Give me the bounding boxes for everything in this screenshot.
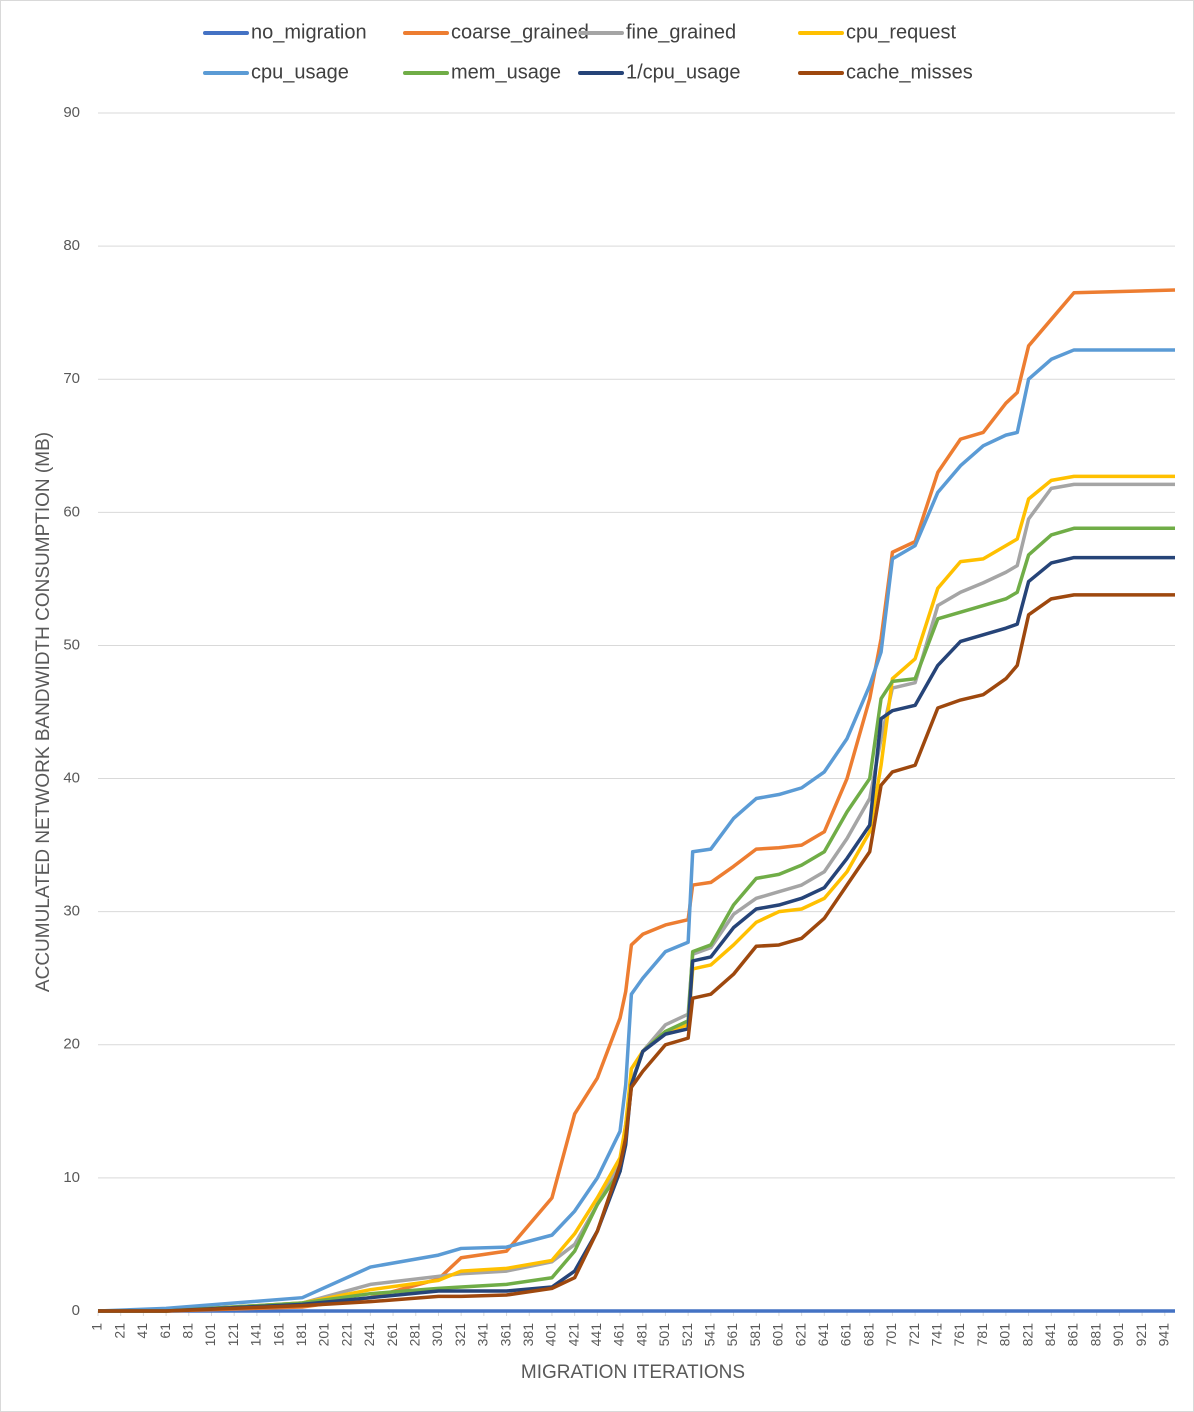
series-line xyxy=(98,593,1175,1313)
legend-label: no_migration xyxy=(251,21,367,43)
x-tick-label: 361 xyxy=(497,1323,513,1347)
x-tick-label: 321 xyxy=(452,1323,468,1347)
x-tick-label: 581 xyxy=(747,1323,763,1347)
x-tick-label: 761 xyxy=(951,1323,967,1347)
legend-label: cpu_request xyxy=(846,21,957,43)
legend-label: mem_usage xyxy=(451,61,561,83)
x-tick-label: 381 xyxy=(520,1323,536,1347)
legend-label: cpu_usage xyxy=(251,61,349,83)
series-line xyxy=(97,348,1175,1313)
series-line xyxy=(98,474,1175,1313)
series-line xyxy=(98,288,1176,1313)
legend-label: 1/cpu_usage xyxy=(626,61,741,83)
series-line xyxy=(98,482,1175,1313)
x-tick-label: 81 xyxy=(179,1323,195,1339)
x-tick-label: 41 xyxy=(134,1323,150,1339)
x-tick-label: 601 xyxy=(770,1323,786,1347)
y-tick-label: 90 xyxy=(63,104,80,121)
x-tick-label: 121 xyxy=(225,1323,241,1347)
x-tick-label: 821 xyxy=(1019,1323,1035,1347)
x-tick-label: 221 xyxy=(338,1323,354,1347)
x-tick-label: 61 xyxy=(157,1323,173,1339)
x-tick-label: 901 xyxy=(1110,1323,1126,1347)
x-tick-label: 101 xyxy=(202,1323,218,1347)
x-tick-label: 561 xyxy=(724,1323,740,1347)
legend-label: cache_misses xyxy=(846,61,973,83)
legend-label: coarse_grained xyxy=(451,21,589,43)
x-tick-label: 841 xyxy=(1042,1323,1058,1347)
x-tick-label: 741 xyxy=(929,1323,945,1347)
x-tick-label: 541 xyxy=(702,1323,718,1347)
y-tick-label: 0 xyxy=(72,1302,80,1319)
x-tick-label: 461 xyxy=(611,1323,627,1347)
x-tick-label: 181 xyxy=(293,1323,309,1347)
x-tick-label: 501 xyxy=(656,1323,672,1347)
y-tick-label: 30 xyxy=(63,903,80,920)
x-tick-label: 261 xyxy=(384,1323,400,1347)
x-tick-label: 141 xyxy=(248,1323,264,1347)
y-axis-title: ACCUMULATED NETWORK BANDWIDTH CONSUMPTIO… xyxy=(33,432,54,992)
x-tick-label: 441 xyxy=(588,1323,604,1347)
x-tick-label: 281 xyxy=(406,1323,422,1347)
x-tick-label: 521 xyxy=(679,1323,695,1347)
x-tick-label: 801 xyxy=(997,1323,1013,1347)
x-tick-label: 421 xyxy=(565,1323,581,1347)
x-tick-label: 481 xyxy=(633,1323,649,1347)
x-tick-label: 241 xyxy=(361,1323,377,1347)
y-tick-label: 10 xyxy=(63,1169,80,1186)
x-tick-label: 641 xyxy=(815,1323,831,1347)
x-tick-label: 681 xyxy=(860,1323,876,1347)
x-tick-label: 661 xyxy=(838,1323,854,1347)
y-tick-label: 70 xyxy=(63,370,80,387)
x-tick-label: 621 xyxy=(792,1323,808,1347)
x-tick-label: 301 xyxy=(429,1323,445,1347)
y-tick-label: 60 xyxy=(63,503,80,520)
x-tick-label: 161 xyxy=(270,1323,286,1347)
x-tick-label: 881 xyxy=(1087,1323,1103,1347)
x-tick-label: 721 xyxy=(906,1323,922,1347)
series-line xyxy=(98,526,1175,1313)
x-tick-label: 941 xyxy=(1155,1323,1171,1347)
x-tick-label: 401 xyxy=(543,1323,559,1347)
legend-label: fine_grained xyxy=(626,21,736,43)
x-tick-label: 701 xyxy=(883,1323,899,1347)
x-axis-title: MIGRATION ITERATIONS xyxy=(521,1362,745,1383)
x-tick-label: 341 xyxy=(475,1323,491,1347)
x-tick-label: 921 xyxy=(1133,1323,1149,1347)
x-tick-label: 21 xyxy=(111,1323,127,1339)
y-tick-label: 40 xyxy=(63,770,80,787)
x-tick-label: 1 xyxy=(89,1323,105,1331)
y-tick-label: 20 xyxy=(63,1036,80,1053)
x-tick-label: 201 xyxy=(316,1323,332,1347)
series-line xyxy=(98,555,1175,1313)
x-tick-label: 861 xyxy=(1065,1323,1081,1347)
x-tick-label: 781 xyxy=(974,1323,990,1347)
y-tick-label: 50 xyxy=(63,636,80,653)
y-tick-label: 80 xyxy=(63,237,80,254)
